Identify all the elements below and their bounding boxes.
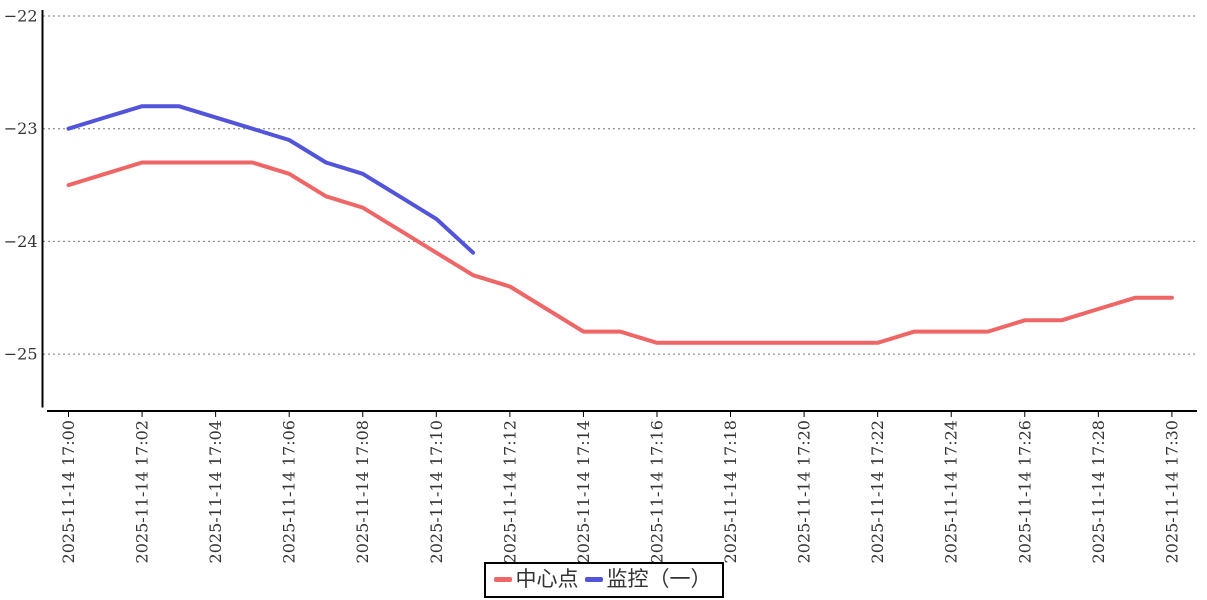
legend-label-center-point: 中心点 (515, 567, 579, 591)
x-axis-tick-label: 2025-11-14 17:26 (1015, 420, 1034, 563)
x-axis-tick-label: 2025-11-14 17:16 (647, 420, 666, 563)
series-line-monitor-one (66, 104, 476, 255)
series-line-center-point (66, 160, 1174, 345)
x-axis-tick-label: 2025-11-14 17:18 (721, 420, 740, 563)
legend-item-monitor-one[interactable]: 监控（一） (584, 566, 712, 592)
y-axis-tick-label: −22 (4, 7, 38, 26)
legend-dash-center-point-icon (493, 576, 512, 582)
y-axis-tick-label: −23 (4, 119, 38, 138)
x-axis-tick-label: 2025-11-14 17:00 (59, 420, 78, 563)
x-axis-tick-label: 2025-11-14 17:28 (1089, 420, 1108, 563)
x-axis-tick-label: 2025-11-14 17:30 (1162, 420, 1181, 563)
legend-label-monitor-one: 监控（一） (606, 567, 712, 591)
x-axis-tick-label: 2025-11-14 17:06 (280, 420, 299, 563)
y-axis-tick-label: −24 (4, 232, 38, 251)
x-axis-tick-label: 2025-11-14 17:02 (133, 420, 152, 563)
x-axis-tick-label: 2025-11-14 17:08 (353, 420, 372, 563)
x-axis-tick-label: 2025-11-14 17:14 (574, 420, 593, 563)
legend: 中心点 监控（一） (483, 562, 724, 598)
x-axis-tick-label: 2025-11-14 17:24 (942, 420, 961, 563)
x-axis-tick-label: 2025-11-14 17:12 (500, 420, 519, 563)
x-axis-tick-label: 2025-11-14 17:10 (427, 420, 446, 563)
y-axis-tick-label: −25 (4, 345, 38, 364)
x-axis-tick-label: 2025-11-14 17:22 (868, 420, 887, 563)
legend-dash-monitor-one-icon (584, 576, 603, 582)
legend-item-center-point[interactable]: 中心点 (493, 566, 579, 592)
x-axis-tick-label: 2025-11-14 17:20 (795, 420, 814, 563)
x-axis-tick-label: 2025-11-14 17:04 (206, 420, 225, 563)
